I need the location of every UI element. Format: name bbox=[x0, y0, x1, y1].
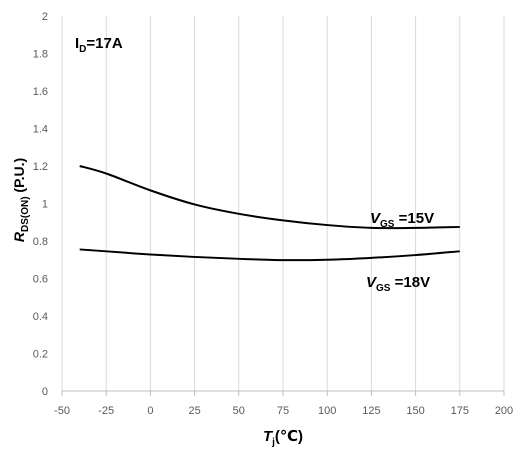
x-tick-label: -25 bbox=[98, 405, 114, 417]
series-label-vgs15: VGS =15V bbox=[370, 210, 434, 230]
current-annotation: ID=17A bbox=[75, 35, 123, 55]
x-tick-label: 175 bbox=[451, 405, 469, 417]
x-tick-label: 125 bbox=[362, 405, 380, 417]
x-axis-label-rest: (℃) bbox=[275, 428, 303, 445]
series-label-vgs15-main: V bbox=[370, 210, 382, 227]
x-tick-label: 75 bbox=[277, 405, 289, 417]
x-tick-labels: -50 -25 0 25 50 75 100 125 150 175 200 bbox=[54, 405, 513, 417]
y-tick-label: 1.8 bbox=[33, 49, 48, 61]
series-label-vgs18-main: V bbox=[366, 274, 378, 291]
series-label-vgs15-sub: GS bbox=[380, 219, 395, 230]
y-tick-label: 0.4 bbox=[33, 311, 48, 323]
data-series bbox=[79, 165, 460, 262]
annotation-sub: D bbox=[79, 44, 86, 55]
y-tick-label: 1.4 bbox=[33, 124, 48, 136]
x-axis-label-sub: j bbox=[271, 437, 275, 448]
y-tick-label: 2 bbox=[42, 11, 48, 23]
annotation-rest: =17A bbox=[86, 35, 122, 52]
y-tick-label: 0.6 bbox=[33, 274, 48, 286]
y-tick-label: 1.6 bbox=[33, 86, 48, 98]
x-tick-label: 0 bbox=[147, 405, 153, 417]
series-line-vgs18 bbox=[79, 248, 460, 262]
y-axis-label-main: R bbox=[11, 231, 27, 242]
x-tick-label: 200 bbox=[495, 405, 513, 417]
x-tick-label: 150 bbox=[406, 405, 424, 417]
y-axis-label-sub: DS(ON) bbox=[20, 196, 31, 232]
y-axis-label-rest: (P.U.) bbox=[11, 158, 27, 197]
series-label-vgs18: VGS =18V bbox=[366, 274, 430, 294]
series-line-vgs15 bbox=[79, 165, 460, 230]
series-label-vgs15-rest: =15V bbox=[394, 210, 434, 227]
y-tick-label: 1 bbox=[42, 199, 48, 211]
y-tick-label: 0.8 bbox=[33, 236, 48, 248]
y-tick-labels: 0 0.2 0.4 0.6 0.8 1 1.2 1.4 1.6 1.8 2 bbox=[33, 11, 48, 398]
x-axis-label: Tj(℃) bbox=[263, 428, 303, 448]
x-tick-label: 25 bbox=[188, 405, 200, 417]
series-label-vgs18-sub: GS bbox=[376, 283, 391, 294]
y-tick-label: 0.2 bbox=[33, 349, 48, 361]
y-tick-label: 1.2 bbox=[33, 161, 48, 173]
y-axis-label: RDS(ON) (P.U.) bbox=[11, 158, 31, 242]
x-axis-label-main: T bbox=[263, 428, 274, 445]
series-label-vgs18-rest: =18V bbox=[390, 274, 430, 291]
grid-lines bbox=[61, 16, 505, 396]
x-tick-label: 100 bbox=[318, 405, 336, 417]
x-tick-label: -50 bbox=[54, 405, 70, 417]
annotation-main: I bbox=[75, 35, 79, 52]
x-tick-label: 50 bbox=[233, 405, 245, 417]
y-tick-label: 0 bbox=[42, 386, 48, 398]
